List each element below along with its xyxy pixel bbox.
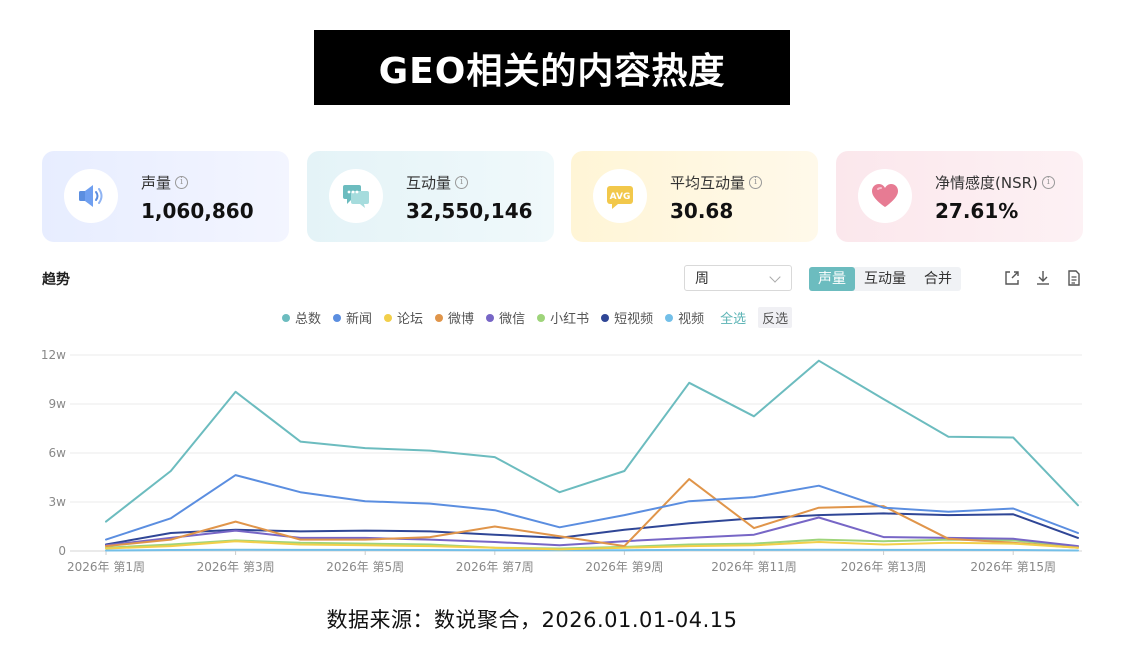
x-tick-label: 2026年 第13周 [841,560,927,574]
info-icon[interactable]: i [455,176,469,189]
x-tick-label: 2026年 第5周 [326,560,404,574]
y-tick-label: 0 [58,544,66,558]
series-line-新闻 [105,474,1079,541]
legend-dot [601,313,610,322]
trend-line-chart: 0 3w 6w 9w 12w 2026年 第1周 2026年 第3周 2026年 第5周 202… [41,348,1082,574]
heart-icon [858,169,912,223]
legend-dot [435,313,444,322]
svg-text:AVG: AVG [610,192,631,202]
period-select[interactable]: 周 [684,265,792,291]
legend-item[interactable]: 新闻 [333,308,372,327]
share-icon[interactable] [1003,269,1021,287]
kpi-card-nsr: 净情感度(NSR) i 27.61% [836,151,1083,242]
kpi-card-interactions: 互动量 i 32,550,146 [307,151,554,242]
kpi-value: 32,550,146 [406,199,533,223]
legend-label: 微信 [499,312,526,327]
data-source-note: 数据来源：数说聚合，2026.01.01-04.15 [326,608,738,632]
select-all-button[interactable]: 全选 [720,312,747,327]
series-line-总数 [105,359,1079,523]
download-icon[interactable] [1034,269,1052,287]
kpi-value: 1,060,860 [141,199,254,223]
legend-item[interactable]: 小红书 [537,308,589,327]
period-select-value: 周 [695,271,709,287]
legend-item[interactable]: 微信 [486,308,525,327]
series-line-微信 [105,516,1079,548]
y-tick-label: 12w [41,348,66,362]
series-line-视频 [105,548,1079,552]
y-tick-label: 3w [49,495,67,509]
legend-dot [665,313,674,322]
legend-item[interactable]: 视频 [665,308,704,327]
x-tick-label: 2026年 第7周 [456,560,534,574]
trend-title: 趋势 [42,272,70,288]
y-tick-label: 6w [49,446,67,460]
legend-dot [537,313,546,322]
chat-icon [329,169,383,223]
legend-label: 论坛 [397,312,424,327]
kpi-value: 30.68 [670,199,734,223]
kpi-card-volume: 声量 i 1,060,860 [42,151,289,242]
invert-selection-button[interactable]: 反选 [758,307,793,328]
x-tick-label: 2026年 第9周 [585,560,663,574]
legend-item[interactable]: 短视频 [601,308,653,327]
speaker-icon [64,169,118,223]
kpi-label: 平均互动量 [670,174,746,192]
kpi-card-avg-interactions: AVG 平均互动量 i 30.68 [571,151,818,242]
legend-item[interactable]: 总数 [282,308,321,327]
y-tick-label: 9w [49,397,67,411]
metric-tabs: 声量 互动量 合并 [809,267,961,291]
x-tick-label: 2026年 第3周 [197,560,275,574]
tab-interactions[interactable]: 互动量 [864,271,906,287]
legend-dot [333,313,342,322]
kpi-value: 27.61% [935,199,1019,223]
x-tick-label: 2026年 第1周 [67,560,145,574]
document-icon[interactable] [1065,269,1083,287]
info-icon[interactable]: i [175,176,189,189]
info-icon[interactable]: i [1041,176,1055,189]
chart-legend: 总数 新闻 论坛 微博 微信 小红书 短视频 视频 全选 反选 [282,307,800,328]
kpi-label: 净情感度(NSR) [935,174,1038,192]
legend-dot [282,313,290,322]
kpi-label: 互动量 [406,174,452,192]
kpi-label: 声量 [141,174,172,192]
tab-combined[interactable]: 合并 [924,271,952,287]
x-tick-label: 2026年 第11周 [711,560,797,574]
legend-dot [384,313,393,322]
avg-badge-icon: AVG [593,169,647,223]
legend-dot [486,313,495,322]
legend-item[interactable]: 论坛 [384,308,423,327]
legend-label: 视频 [678,312,705,327]
legend-label: 总数 [295,312,322,327]
legend-label: 新闻 [346,312,373,327]
tab-volume[interactable]: 声量 [809,267,855,291]
legend-label: 小红书 [550,312,590,327]
series-line-论坛 [105,540,1079,551]
info-icon[interactable]: i [749,176,763,189]
legend-item[interactable]: 微博 [435,308,474,327]
x-tick-label: 2026年 第15周 [970,560,1056,574]
legend-label: 微博 [448,312,475,327]
series-line-微博 [105,478,1079,549]
legend-label: 短视频 [614,312,654,327]
page-title: GEO相关的内容热度 [314,30,790,105]
